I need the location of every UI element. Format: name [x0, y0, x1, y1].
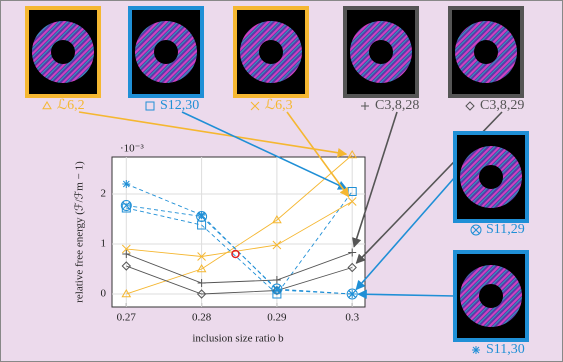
marker	[196, 289, 207, 299]
arrow	[181, 111, 348, 190]
marker	[347, 262, 357, 273]
marker	[120, 200, 132, 211]
marker	[122, 180, 131, 188]
legend-label: S11,29	[486, 222, 525, 237]
arrow	[352, 111, 398, 248]
thumbnail-hole	[474, 40, 498, 64]
plot-area	[111, 156, 366, 308]
marker	[348, 290, 357, 298]
marker	[197, 211, 206, 219]
thumbnail	[128, 6, 204, 98]
thumbnail-hole	[51, 40, 75, 64]
marker	[121, 289, 132, 298]
legend-label: C3,8,29	[480, 98, 524, 113]
arrow	[355, 176, 456, 291]
legend-marker	[470, 224, 482, 236]
marker	[197, 279, 206, 287]
legend-marker	[465, 101, 475, 111]
marker	[272, 286, 281, 294]
marker	[347, 150, 358, 159]
thumbnail	[453, 131, 529, 223]
series-line	[126, 154, 353, 295]
legend-label: C3,8,28	[375, 98, 419, 113]
thumbnail	[233, 6, 309, 98]
y-tick-label: 0	[101, 288, 107, 300]
highlight-point	[231, 249, 240, 259]
y-tick-label: 2	[101, 188, 107, 200]
y-multiplier: ·10⁻³	[120, 143, 144, 155]
x-axis-label: inclusion size ratio b	[192, 333, 284, 345]
thumbnail-hole	[154, 40, 178, 64]
legend-marker	[42, 101, 52, 110]
arrow	[286, 111, 350, 198]
x-tick-label: 0.3	[345, 312, 359, 324]
series-line	[126, 201, 353, 257]
thumbnail	[343, 6, 419, 98]
legend-entry: ℒ6,2	[42, 98, 85, 113]
legend-label: ℒ6,3	[265, 98, 293, 113]
marker	[122, 250, 131, 258]
marker	[196, 264, 207, 273]
legend-entry: S11,29	[470, 222, 525, 237]
thumbnail-hole	[479, 284, 503, 308]
x-tick-label: 0.28	[192, 312, 212, 324]
legend-marker	[361, 102, 369, 110]
thumbnail-hole	[479, 165, 503, 189]
x-tick-label: 0.27	[117, 312, 137, 324]
x-tick-label: 0.29	[267, 312, 287, 324]
marker	[347, 197, 357, 206]
legend-label: ℒ6,2	[57, 98, 85, 113]
thumbnail-hole	[259, 40, 283, 64]
series-line	[126, 265, 353, 295]
marker	[348, 248, 357, 257]
legend-entry: S11,30	[472, 342, 525, 357]
marker	[121, 261, 132, 271]
legend-entry: C3,8,28	[361, 98, 419, 113]
series-line	[126, 252, 353, 284]
marker	[272, 276, 281, 284]
legend-entry: S12,30	[145, 98, 199, 113]
legend-marker	[472, 346, 480, 354]
marker	[272, 240, 282, 250]
thumbnail-hole	[369, 40, 393, 64]
legend-marker	[145, 101, 155, 111]
y-axis-label: relative free energy (ℱ/ℱm − 1)	[74, 161, 86, 303]
arrow	[78, 111, 348, 158]
marker	[197, 252, 206, 261]
legend-label: S12,30	[160, 98, 199, 113]
y-tick-label: 1	[101, 238, 107, 250]
marker	[272, 215, 282, 224]
legend-label: S11,30	[486, 342, 525, 357]
thumbnail	[448, 6, 524, 98]
legend-marker	[250, 101, 260, 111]
arrow	[357, 289, 456, 300]
thumbnail	[25, 6, 101, 98]
legend-entry: C3,8,29	[465, 98, 524, 113]
legend-entry: ℒ6,3	[250, 98, 293, 113]
marker	[121, 244, 131, 254]
series-line	[126, 191, 353, 295]
thumbnail	[453, 250, 529, 342]
